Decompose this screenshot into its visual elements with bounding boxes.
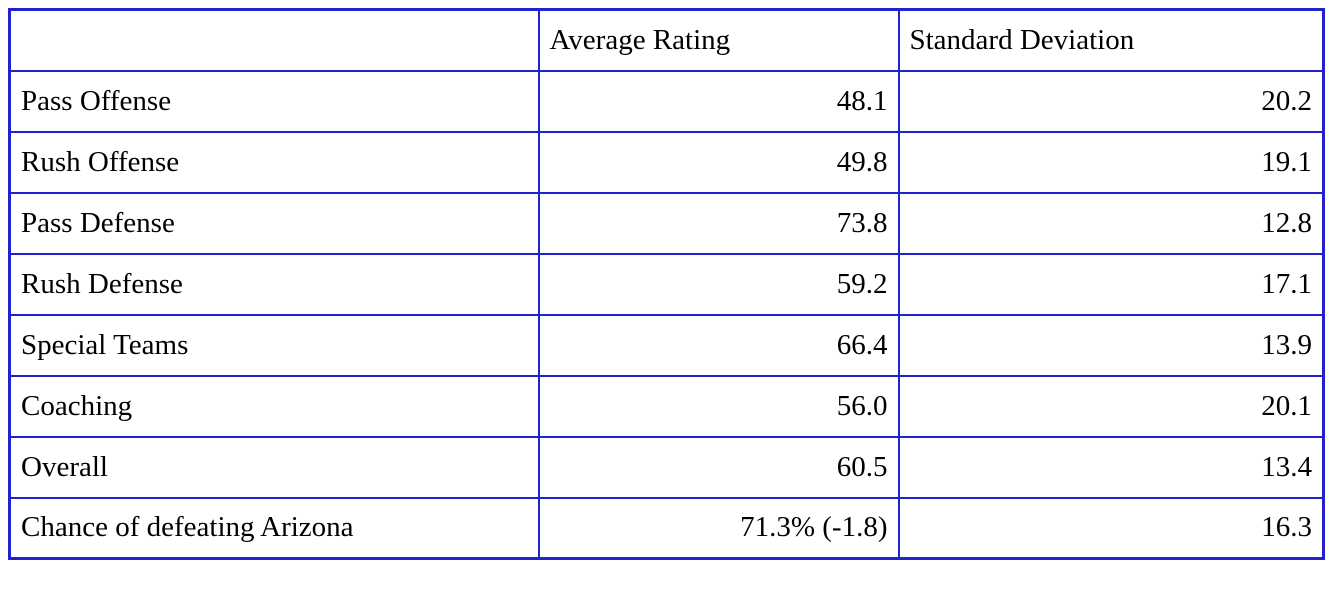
- row-label: Special Teams: [8, 313, 540, 377]
- table-row-pass-defense: Pass Defense 73.8 12.8: [8, 191, 1325, 255]
- row-label: Coaching: [8, 374, 540, 438]
- average-rating-value: 49.8: [537, 130, 900, 194]
- average-rating-value: 48.1: [537, 69, 900, 133]
- average-rating-value: 60.5: [537, 435, 900, 499]
- row-label: Pass Defense: [8, 191, 540, 255]
- row-label: Chance of defeating Arizona: [8, 496, 540, 560]
- average-rating-header: Average Rating: [537, 8, 900, 72]
- row-label: Rush Defense: [8, 252, 540, 316]
- header-row: Average Rating Standard Deviation: [8, 8, 1325, 72]
- team-ratings-table: Average Rating Standard Deviation Pass O…: [8, 8, 1325, 560]
- corner-header-cell: [8, 8, 540, 72]
- standard-deviation-value: 20.1: [897, 374, 1325, 438]
- table-row-pass-offense: Pass Offense 48.1 20.2: [8, 69, 1325, 133]
- row-label: Rush Offense: [8, 130, 540, 194]
- row-label: Pass Offense: [8, 69, 540, 133]
- table-row-overall: Overall 60.5 13.4: [8, 435, 1325, 499]
- average-rating-value: 59.2: [537, 252, 900, 316]
- standard-deviation-value: 17.1: [897, 252, 1325, 316]
- standard-deviation-value: 13.9: [897, 313, 1325, 377]
- table-row-rush-defense: Rush Defense 59.2 17.1: [8, 252, 1325, 316]
- average-rating-value: 56.0: [537, 374, 900, 438]
- standard-deviation-value: 20.2: [897, 69, 1325, 133]
- table-row-chance-of-defeating-arizona: Chance of defeating Arizona 71.3% (-1.8)…: [8, 496, 1325, 560]
- average-rating-value: 71.3% (-1.8): [537, 496, 900, 560]
- standard-deviation-value: 12.8: [897, 191, 1325, 255]
- standard-deviation-value: 16.3: [897, 496, 1325, 560]
- standard-deviation-header: Standard Deviation: [897, 8, 1325, 72]
- row-label: Overall: [8, 435, 540, 499]
- ratings-table-container: Average Rating Standard Deviation Pass O…: [8, 8, 1325, 560]
- average-rating-value: 66.4: [537, 313, 900, 377]
- table-row-coaching: Coaching 56.0 20.1: [8, 374, 1325, 438]
- table-row-rush-offense: Rush Offense 49.8 19.1: [8, 130, 1325, 194]
- standard-deviation-value: 19.1: [897, 130, 1325, 194]
- table-row-special-teams: Special Teams 66.4 13.9: [8, 313, 1325, 377]
- standard-deviation-value: 13.4: [897, 435, 1325, 499]
- average-rating-value: 73.8: [537, 191, 900, 255]
